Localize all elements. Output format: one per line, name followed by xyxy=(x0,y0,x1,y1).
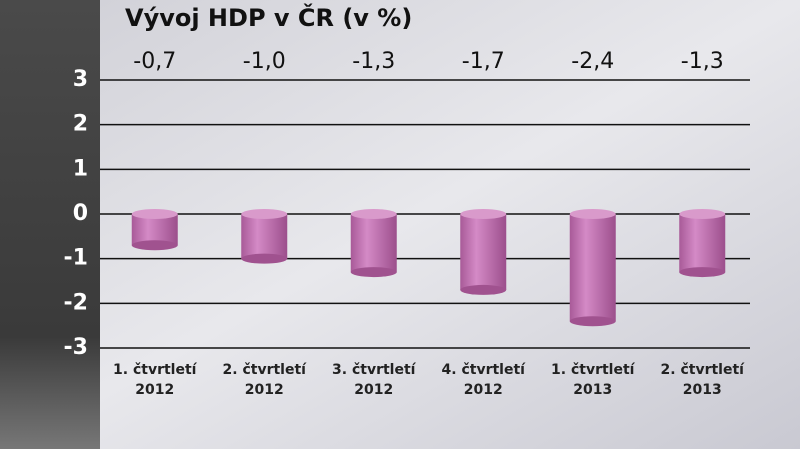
y-tick-label: -2 xyxy=(64,290,88,315)
bar-top xyxy=(569,209,616,219)
value-label: -1,7 xyxy=(462,49,505,74)
x-tick-label: 1. čtvrtletí xyxy=(551,362,636,378)
chart-title: Vývoj HDP v ČR (v %) xyxy=(125,2,412,32)
x-tick-label: 4. čtvrtletí xyxy=(442,362,527,378)
x-tick-label: 3. čtvrtletí xyxy=(332,362,417,378)
bar xyxy=(131,214,178,246)
bar-bottom xyxy=(350,267,397,278)
bar xyxy=(350,214,397,273)
bar-top xyxy=(460,209,507,219)
y-tick-label: 2 xyxy=(73,112,88,137)
bar-bottom xyxy=(569,316,616,327)
x-tick-label: 2013 xyxy=(573,382,612,398)
x-tick-label: 2. čtvrtletí xyxy=(223,362,308,378)
bar-bottom xyxy=(460,284,507,295)
y-tick-label: -1 xyxy=(64,246,88,271)
bar-bottom xyxy=(131,240,178,251)
x-tick-label: 2. čtvrtletí xyxy=(661,362,746,378)
bar-bottom xyxy=(679,267,726,278)
bar xyxy=(569,214,616,322)
y-tick-label: 0 xyxy=(73,201,88,226)
value-label: -1,0 xyxy=(243,49,286,74)
y-tick-label: -3 xyxy=(64,335,88,360)
bar xyxy=(460,214,507,290)
x-tick-label: 2013 xyxy=(683,382,722,398)
y-tick-label: 3 xyxy=(73,67,88,92)
bar-top xyxy=(241,209,288,219)
value-label: -1,3 xyxy=(681,49,724,74)
bar xyxy=(241,214,288,259)
y-tick-label: 1 xyxy=(73,156,88,181)
value-label: -1,3 xyxy=(352,49,395,74)
bar-top xyxy=(679,209,726,219)
x-tick-label: 1. čtvrtletí xyxy=(113,362,198,378)
bar xyxy=(679,214,726,273)
x-tick-label: 2012 xyxy=(135,382,174,398)
value-label: -0,7 xyxy=(133,49,176,74)
axis-strip xyxy=(0,0,100,449)
x-tick-label: 2012 xyxy=(464,382,503,398)
x-tick-label: 2012 xyxy=(354,382,393,398)
bar-top xyxy=(131,209,178,219)
x-tick-label: 2012 xyxy=(245,382,284,398)
value-label: -2,4 xyxy=(571,49,614,74)
bar-bottom xyxy=(241,253,288,264)
bar-top xyxy=(350,209,397,219)
